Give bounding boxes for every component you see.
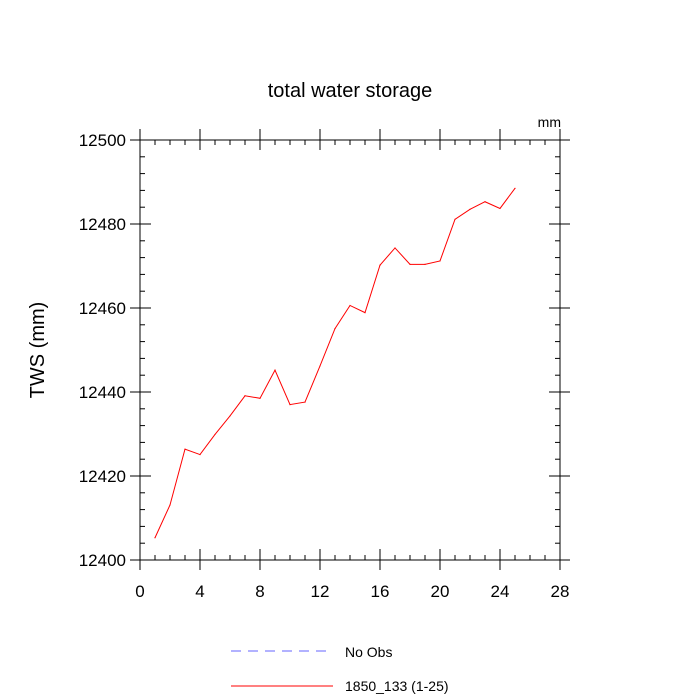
x-tick-label: 8	[255, 582, 264, 601]
x-tick-label: 0	[135, 582, 144, 601]
data-point	[394, 247, 396, 249]
data-point	[364, 312, 366, 314]
series-layer	[154, 187, 516, 539]
x-tick-label: 12	[311, 582, 330, 601]
y-tick-label: 12460	[79, 299, 126, 318]
y-tick-labels: 12400 12420 12440 12460 12480 12500	[79, 131, 126, 570]
y-axis-label: TWS (mm)	[27, 302, 49, 399]
y-tick-label: 12500	[79, 131, 126, 150]
data-point	[274, 369, 276, 371]
data-point	[454, 218, 456, 220]
y-tick-label: 12420	[79, 467, 126, 486]
legend-label-series: 1850_133 (1-25)	[345, 678, 449, 694]
data-point	[304, 401, 306, 403]
data-point	[469, 208, 471, 210]
x-tick-label: 24	[491, 582, 510, 601]
legend-label-no-obs: No Obs	[345, 644, 392, 660]
data-point	[379, 264, 381, 266]
y-tick-label: 12480	[79, 215, 126, 234]
data-point	[424, 263, 426, 265]
data-point	[259, 397, 261, 399]
data-point	[349, 304, 351, 307]
chart-title: total water storage	[268, 80, 433, 102]
data-point	[409, 263, 411, 265]
major-ticks	[130, 129, 570, 570]
data-point	[499, 207, 501, 210]
series-line	[154, 188, 516, 538]
data-point	[514, 187, 516, 189]
plot-frame	[139, 139, 561, 561]
minor-ticks	[139, 139, 561, 561]
data-point	[154, 537, 156, 539]
x-tick-label: 20	[431, 582, 450, 601]
data-point	[334, 327, 336, 330]
data-point	[184, 448, 186, 450]
x-tick-label: 4	[195, 582, 204, 601]
data-point	[244, 395, 246, 397]
data-point	[289, 404, 291, 406]
data-point	[199, 453, 201, 456]
data-point	[214, 433, 216, 436]
data-point	[484, 201, 486, 203]
y-tick-label: 12400	[79, 551, 126, 570]
data-point	[169, 504, 171, 506]
legend: No Obs 1850_133 (1-25)	[231, 644, 449, 694]
x-tick-labels: 0 4 8 12 16 20 24 28	[135, 582, 569, 601]
x-tick-label: 16	[371, 582, 390, 601]
data-point	[229, 415, 231, 417]
data-point	[439, 260, 441, 262]
data-point	[319, 365, 321, 367]
units-label: mm	[538, 114, 561, 130]
x-tick-label: 28	[551, 582, 570, 601]
y-tick-label: 12440	[79, 383, 126, 402]
